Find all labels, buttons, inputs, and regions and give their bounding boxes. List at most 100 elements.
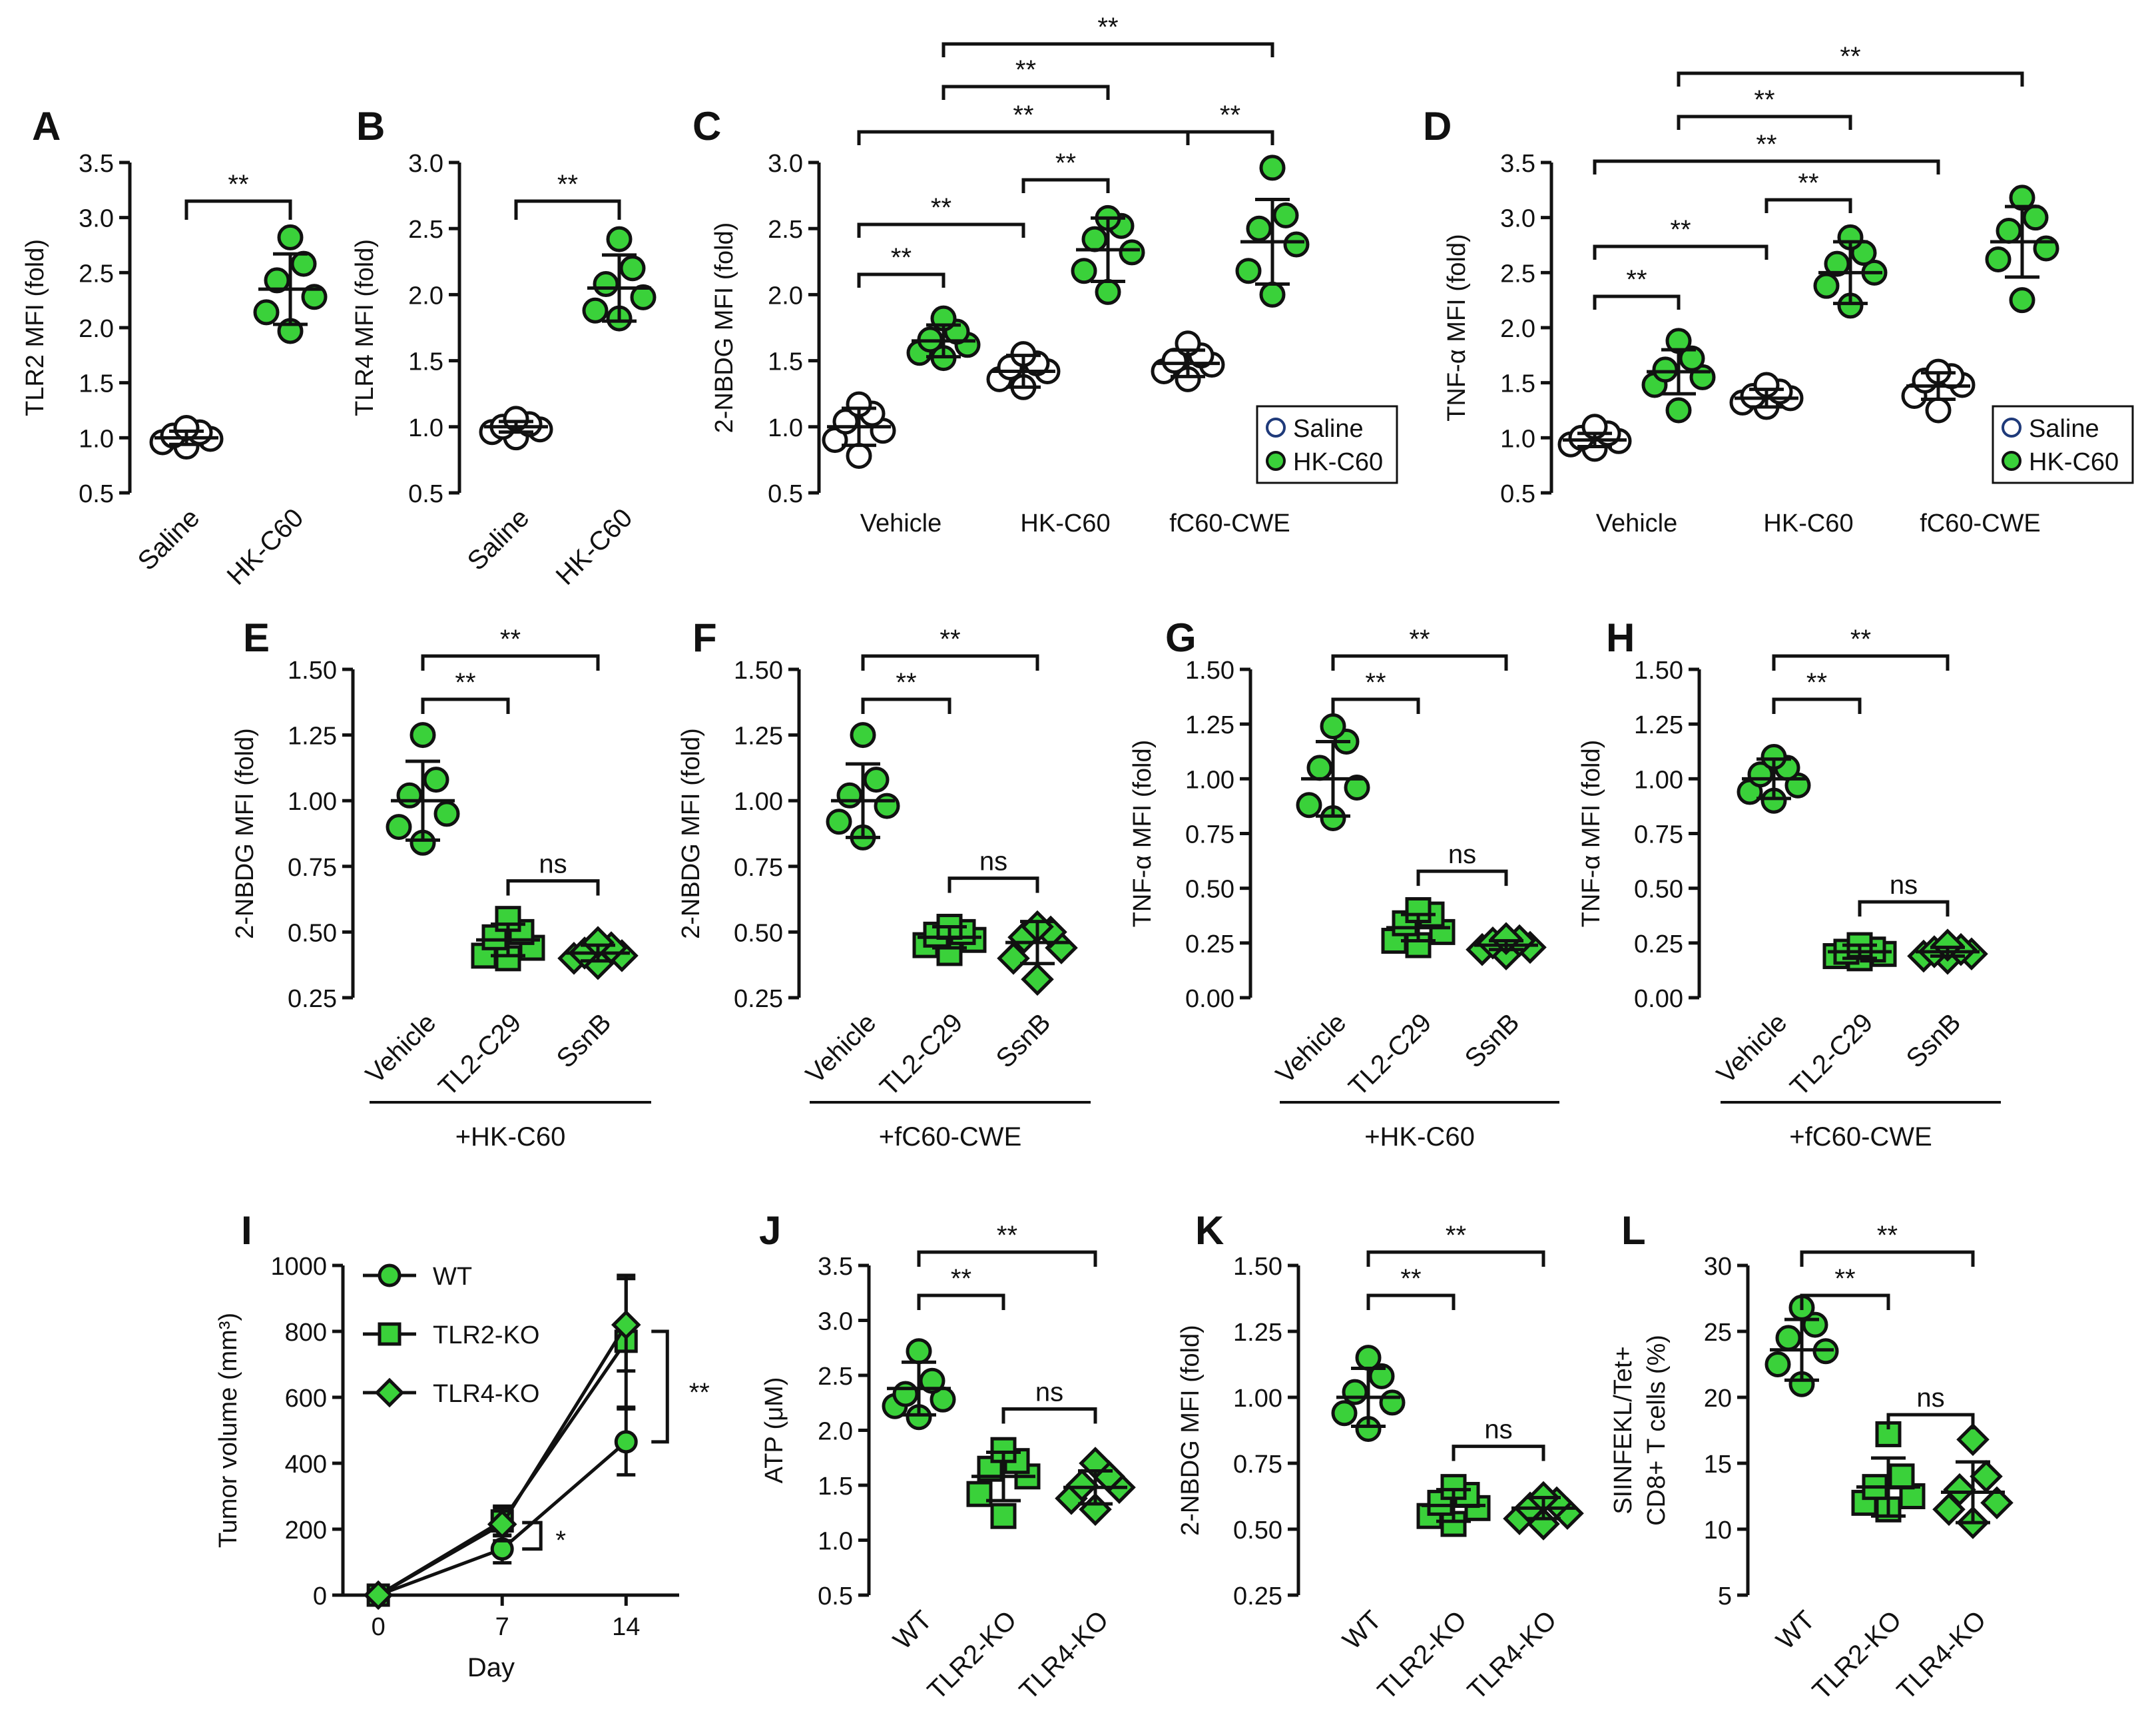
y-tick-label: 2.0 xyxy=(818,1418,853,1446)
y-tick-label: 1.50 xyxy=(1185,657,1234,685)
panel-letter: C xyxy=(692,104,721,149)
significance-bracket xyxy=(1858,900,1950,917)
data-point xyxy=(582,297,609,324)
x-tick-label: Vehicle xyxy=(1270,1008,1352,1089)
panel-l: L 5 10 15 20 25 30 SIINFEKL/Tet+ CD8+ T cells (%… xyxy=(1609,1208,2014,1706)
data-point xyxy=(277,224,304,250)
data-point xyxy=(1980,1486,2014,1520)
group-label: +fC60-CWE xyxy=(879,1122,1022,1152)
data-point xyxy=(1021,962,1054,996)
y-tick-label: 0.50 xyxy=(1185,876,1234,904)
data-point xyxy=(1071,258,1097,284)
y-tick-label: 1.00 xyxy=(1634,766,1683,794)
group-1 xyxy=(1822,932,1897,972)
y-tick-label: 0.5 xyxy=(768,480,803,508)
data-point xyxy=(1652,356,1679,383)
x-tick-label: 7 xyxy=(495,1613,509,1641)
y-tick-label: 1.00 xyxy=(1185,766,1234,794)
data-point xyxy=(1996,218,2022,244)
y-tick-label: 10 xyxy=(1704,1517,1732,1545)
y-tick-label: 2.0 xyxy=(1500,315,1535,343)
significance-bracket xyxy=(1593,294,1681,310)
significance-bracket xyxy=(1331,654,1508,671)
group-2 xyxy=(1466,922,1547,971)
legend-label: Saline xyxy=(2029,415,2099,443)
significance-label: ** xyxy=(1798,169,1818,198)
data-point xyxy=(433,801,460,827)
significance-label: ** xyxy=(1365,668,1386,697)
panel-g: G 0.00 0.25 0.50 0.75 1.00 1.25 1.50 TNF-α MFI (… xyxy=(1129,615,1559,1152)
significance-bracket xyxy=(184,199,292,220)
group-0 xyxy=(479,406,553,451)
y-tick-label: 200 xyxy=(285,1517,327,1545)
x-tick-label: Vehicle xyxy=(1596,510,1678,537)
panel-d: D 0.5 1.0 1.5 2.0 2.5 3.0 3.5 TNF-α MFI (fold) Ve… xyxy=(1423,42,2134,537)
panel-j: J 0.5 1.0 1.5 2.0 2.5 3.0 3.5 ATP (μM) WTTLR2-KOT… xyxy=(759,1208,1136,1706)
y-axis-label: SIINFEKL/Tet+ xyxy=(1609,1346,1637,1514)
y-tick-label: 0.75 xyxy=(1634,821,1683,849)
y-tick-label: 1.00 xyxy=(734,788,783,816)
data-point xyxy=(997,942,1030,975)
significance-label: ** xyxy=(1840,42,1860,71)
y-tick-label: 1.5 xyxy=(79,370,114,398)
panel-letter: E xyxy=(243,615,270,660)
y-tick-label: 600 xyxy=(285,1385,327,1413)
significance-label: ** xyxy=(500,625,521,654)
significance-label: ** xyxy=(1626,265,1647,294)
significance-label: ns xyxy=(1448,840,1476,869)
data-point xyxy=(1824,250,1850,277)
data-point xyxy=(850,722,876,749)
significance-bracket xyxy=(651,1329,669,1444)
x-tick-label: Vehicle xyxy=(1711,1008,1792,1089)
significance-label: ** xyxy=(997,1221,1017,1250)
significance-label: ** xyxy=(1834,1264,1855,1293)
y-tick-label: 2.0 xyxy=(79,315,114,343)
panel-k: K 0.25 0.50 0.75 1.00 1.25 1.50 2-NBDG MFI (fol… xyxy=(1177,1208,1584,1706)
significance-bracket xyxy=(917,1293,1005,1310)
y-tick-label: 0.25 xyxy=(734,985,783,1013)
panel-h: H 0.00 0.25 0.50 0.75 1.00 1.25 1.50 TNF-α MFI (… xyxy=(1577,615,2001,1152)
group-2 xyxy=(1907,928,1988,975)
y-tick-label: 0.75 xyxy=(288,854,337,882)
legend-marker xyxy=(374,1377,405,1408)
data-point xyxy=(1775,1325,1802,1351)
significance-label: ** xyxy=(896,668,916,697)
y-axis-label: TLR4 MFI (fold) xyxy=(351,239,379,416)
x-tick-label: HK-C60 xyxy=(1020,510,1110,537)
group-label: +HK-C60 xyxy=(455,1122,566,1152)
data-point xyxy=(1306,755,1333,781)
group-5 xyxy=(1985,184,2059,314)
legend-marker xyxy=(1266,418,1286,438)
data-point xyxy=(606,226,633,252)
significance-label: ns xyxy=(1484,1415,1512,1445)
y-axis-label: 2-NBDG MFI (fold) xyxy=(677,728,705,939)
data-point xyxy=(906,1338,932,1365)
data-point xyxy=(1875,1421,1902,1447)
significance-label: ** xyxy=(1097,13,1118,42)
y-tick-label: 0.5 xyxy=(818,1582,853,1610)
data-point xyxy=(1320,713,1346,739)
y-axis-label: CD8+ T cells (%) xyxy=(1643,1335,1671,1526)
data-point xyxy=(1368,1363,1395,1389)
y-tick-label: 3.0 xyxy=(79,205,114,233)
data-point xyxy=(836,782,863,809)
group-label: +HK-C60 xyxy=(1364,1122,1475,1152)
group-1 xyxy=(1416,1474,1491,1537)
y-tick-label: 0.50 xyxy=(1233,1517,1282,1545)
y-tick-label: 1.50 xyxy=(1233,1253,1282,1281)
y-tick-label: 0.50 xyxy=(734,919,783,947)
data-point xyxy=(611,1309,641,1340)
data-point xyxy=(1235,258,1262,284)
data-point xyxy=(1970,1460,2003,1493)
legend-label: HK-C60 xyxy=(1293,448,1383,476)
group-0 xyxy=(1331,1345,1406,1443)
data-point xyxy=(1355,1345,1382,1371)
y-tick-label: 1.25 xyxy=(288,723,337,751)
panel-i: I 0 200 400 600 800 1000 Tumor volume (mm³) 0 7 14… xyxy=(214,1208,710,1682)
y-tick-label: 0.50 xyxy=(288,919,337,947)
panel-b: B 0.5 1.0 1.5 2.0 2.5 3.0 TLR4 MFI (fold) Saline… xyxy=(351,104,657,591)
y-tick-label: 3.0 xyxy=(1500,205,1535,233)
significance-bracket xyxy=(1772,697,1862,714)
significance-bracket xyxy=(1800,1250,1975,1267)
group-2 xyxy=(1932,1423,2014,1539)
